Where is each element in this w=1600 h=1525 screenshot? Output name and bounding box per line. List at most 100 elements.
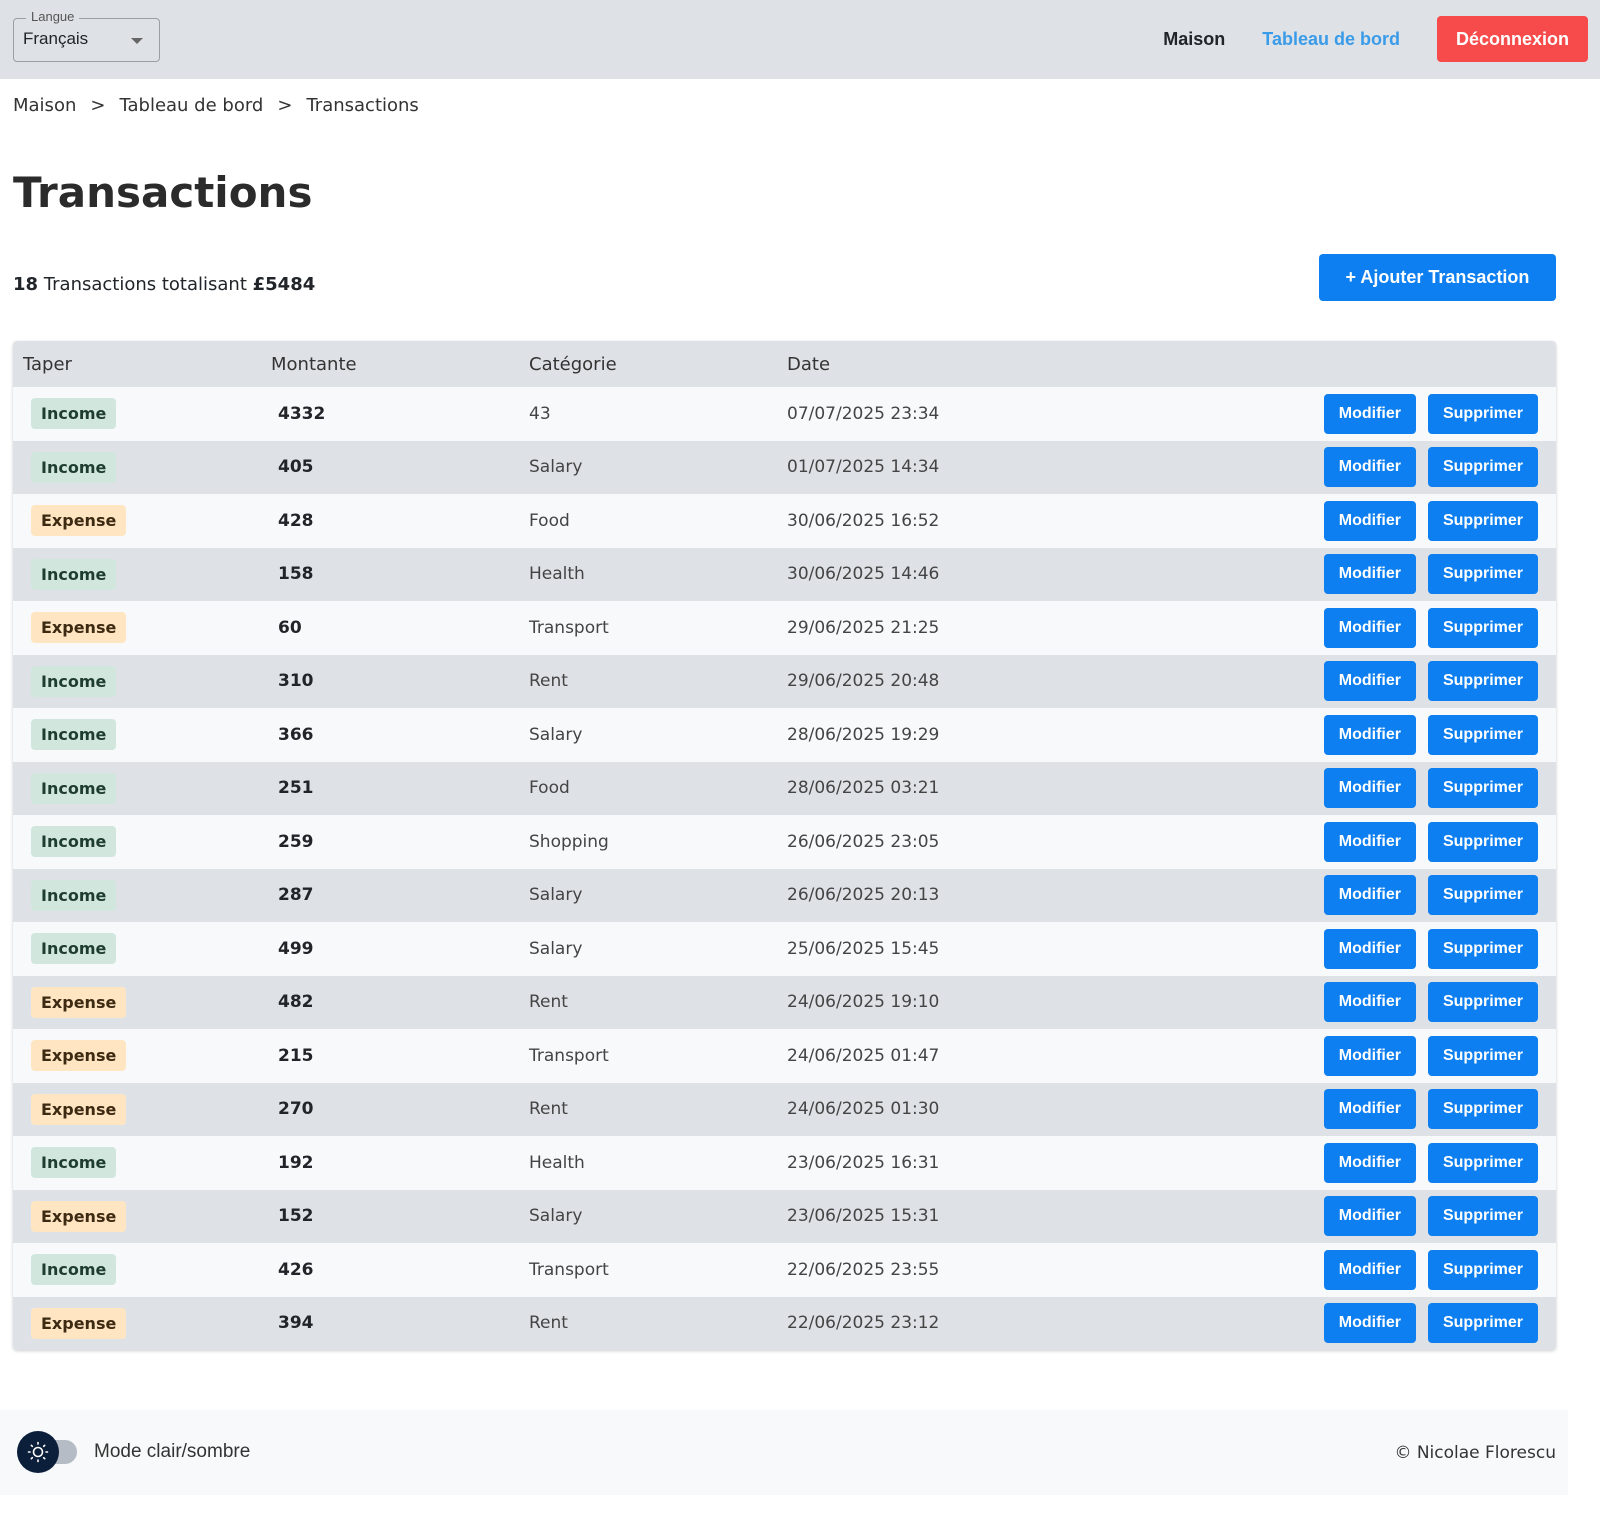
row-actions: Modifier Supprimer: [1323, 1089, 1538, 1130]
edit-button[interactable]: Modifier: [1323, 821, 1416, 862]
delete-button[interactable]: Supprimer: [1427, 661, 1538, 702]
edit-button[interactable]: Modifier: [1323, 393, 1416, 434]
row-actions: Modifier Supprimer: [1323, 393, 1538, 434]
delete-button[interactable]: Supprimer: [1427, 1303, 1538, 1344]
delete-button[interactable]: Supprimer: [1427, 607, 1538, 648]
delete-button[interactable]: Supprimer: [1427, 821, 1538, 862]
logout-button[interactable]: Déconnexion: [1436, 16, 1588, 62]
edit-button[interactable]: Modifier: [1323, 714, 1416, 755]
amount-cell: 428: [278, 510, 314, 531]
nav-dashboard[interactable]: Tableau de bord: [1262, 28, 1400, 49]
date-cell: 24/06/2025 19:10: [787, 992, 940, 1013]
table-row: Income 4332 43 07/07/2025 23:34 Modifier Supp…: [13, 387, 1556, 441]
edit-button[interactable]: Modifier: [1323, 607, 1416, 648]
amount-cell: 426: [278, 1259, 314, 1280]
row-actions: Modifier Supprimer: [1323, 821, 1538, 862]
delete-button[interactable]: Supprimer: [1427, 1196, 1538, 1237]
edit-button[interactable]: Modifier: [1323, 447, 1416, 488]
nav-home[interactable]: Maison: [1163, 28, 1226, 49]
delete-button[interactable]: Supprimer: [1427, 447, 1538, 488]
type-badge: Income: [31, 558, 117, 590]
type-cell: Expense: [13, 1093, 271, 1125]
edit-button[interactable]: Modifier: [1323, 500, 1416, 541]
edit-button[interactable]: Modifier: [1323, 982, 1416, 1023]
row-actions: Modifier Supprimer: [1323, 1303, 1538, 1344]
add-transaction-button[interactable]: + Ajouter Transaction: [1319, 254, 1556, 301]
table-row: Expense 394 Rent 22/06/2025 23:12 Modifier Su…: [13, 1296, 1556, 1350]
edit-button[interactable]: Modifier: [1323, 875, 1416, 916]
date-cell: 30/06/2025 16:52: [787, 510, 940, 531]
type-badge: Expense: [31, 1093, 127, 1125]
category-cell: Transport: [529, 1045, 609, 1066]
column-header-type: Taper: [23, 353, 72, 375]
delete-button[interactable]: Supprimer: [1427, 1142, 1538, 1183]
delete-button[interactable]: Supprimer: [1427, 768, 1538, 809]
breadcrumb-dashboard[interactable]: Tableau de bord: [119, 95, 264, 116]
delete-button[interactable]: Supprimer: [1427, 982, 1538, 1023]
edit-button[interactable]: Modifier: [1323, 1089, 1416, 1130]
table-row: Income 287 Salary 26/06/2025 20:13 Modifier S…: [13, 868, 1556, 922]
row-actions: Modifier Supprimer: [1323, 607, 1538, 648]
type-badge: Income: [31, 826, 117, 858]
category-cell: Shopping: [529, 831, 609, 852]
category-cell: Food: [529, 510, 570, 531]
row-actions: Modifier Supprimer: [1323, 1249, 1538, 1290]
row-actions: Modifier Supprimer: [1323, 661, 1538, 702]
delete-button[interactable]: Supprimer: [1427, 928, 1538, 969]
row-actions: Modifier Supprimer: [1323, 1196, 1538, 1237]
edit-button[interactable]: Modifier: [1323, 661, 1416, 702]
date-cell: 24/06/2025 01:30: [787, 1099, 940, 1120]
amount-cell: 152: [278, 1206, 314, 1227]
category-cell: Rent: [529, 992, 568, 1013]
delete-button[interactable]: Supprimer: [1427, 1035, 1538, 1076]
copyright: © Nicolae Florescu: [1394, 1443, 1556, 1463]
date-cell: 26/06/2025 23:05: [787, 831, 940, 852]
main-nav: Maison Tableau de bord Déconnexion: [1163, 16, 1588, 62]
delete-button[interactable]: Supprimer: [1427, 714, 1538, 755]
breadcrumb: Maison > Tableau de bord > Transactions: [13, 95, 419, 116]
date-cell: 28/06/2025 19:29: [787, 724, 940, 745]
date-cell: 28/06/2025 03:21: [787, 778, 940, 799]
edit-button[interactable]: Modifier: [1323, 554, 1416, 595]
edit-button[interactable]: Modifier: [1323, 1303, 1416, 1344]
edit-button[interactable]: Modifier: [1323, 1196, 1416, 1237]
row-actions: Modifier Supprimer: [1323, 1035, 1538, 1076]
chevron-down-icon: [131, 38, 143, 44]
delete-button[interactable]: Supprimer: [1427, 500, 1538, 541]
delete-button[interactable]: Supprimer: [1427, 1249, 1538, 1290]
delete-button[interactable]: Supprimer: [1427, 554, 1538, 595]
type-badge: Income: [31, 1254, 117, 1286]
breadcrumb-home[interactable]: Maison: [13, 95, 77, 116]
row-actions: Modifier Supprimer: [1323, 982, 1538, 1023]
date-cell: 25/06/2025 15:45: [787, 938, 940, 959]
row-actions: Modifier Supprimer: [1323, 714, 1538, 755]
language-select[interactable]: Langue Français: [13, 9, 160, 62]
row-actions: Modifier Supprimer: [1323, 768, 1538, 809]
theme-mode-label: Mode clair/sombre: [94, 1441, 251, 1462]
table-row: Income 251 Food 28/06/2025 03:21 Modifier Sup…: [13, 761, 1556, 815]
amount-cell: 366: [278, 724, 314, 745]
edit-button[interactable]: Modifier: [1323, 768, 1416, 809]
table-row: Income 426 Transport 22/06/2025 23:55 Modifi…: [13, 1243, 1556, 1297]
column-header-date: Date: [787, 353, 831, 375]
delete-button[interactable]: Supprimer: [1427, 875, 1538, 916]
theme-toggle[interactable]: [17, 1431, 77, 1473]
table-row: Expense 215 Transport 24/06/2025 01:47 Modif…: [13, 1029, 1556, 1083]
type-badge: Income: [31, 665, 117, 697]
category-cell: Salary: [529, 724, 583, 745]
date-cell: 01/07/2025 14:34: [787, 457, 940, 478]
table-row: Expense 428 Food 30/06/2025 16:52 Modifier Su…: [13, 494, 1556, 548]
type-badge: Expense: [31, 1040, 127, 1072]
category-cell: Transport: [529, 1259, 609, 1280]
edit-button[interactable]: Modifier: [1323, 1035, 1416, 1076]
table-header: Taper Montante Catégorie Date: [13, 341, 1556, 387]
category-cell: Salary: [529, 938, 583, 959]
edit-button[interactable]: Modifier: [1323, 928, 1416, 969]
category-cell: Health: [529, 564, 585, 585]
edit-button[interactable]: Modifier: [1323, 1249, 1416, 1290]
type-badge: Income: [31, 879, 117, 911]
edit-button[interactable]: Modifier: [1323, 1142, 1416, 1183]
delete-button[interactable]: Supprimer: [1427, 1089, 1538, 1130]
date-cell: 23/06/2025 15:31: [787, 1206, 940, 1227]
delete-button[interactable]: Supprimer: [1427, 393, 1538, 434]
